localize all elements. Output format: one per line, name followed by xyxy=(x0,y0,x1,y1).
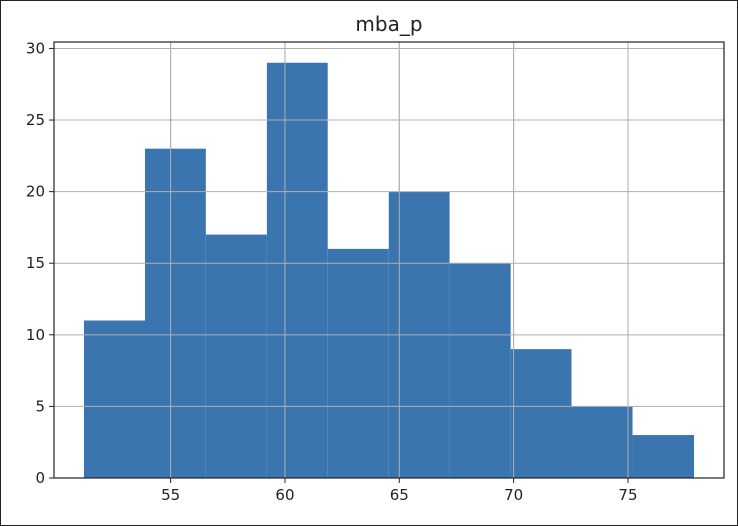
y-tick-label: 15 xyxy=(26,254,45,272)
plot-frame xyxy=(53,41,725,479)
y-axis-ticks: 0 5 10 15 20 25 30 xyxy=(26,39,54,487)
histogram-bar xyxy=(266,62,328,479)
y-tick-label: 0 xyxy=(35,469,45,487)
histogram-bars xyxy=(83,62,695,479)
histogram-bar xyxy=(632,435,695,478)
chart-title: mba_p xyxy=(355,12,422,36)
x-tick-label: 65 xyxy=(390,486,409,504)
y-tick-label: 10 xyxy=(26,326,45,344)
y-tick-label: 30 xyxy=(26,39,45,57)
histogram-bar xyxy=(327,248,389,478)
histogram-bar xyxy=(449,263,511,478)
y-tick-label: 20 xyxy=(26,183,45,201)
x-tick-label: 60 xyxy=(275,486,294,504)
x-tick-label: 75 xyxy=(618,486,637,504)
x-axis-ticks: 55 60 65 70 75 xyxy=(161,478,638,504)
histogram-bar xyxy=(145,148,206,479)
axes xyxy=(53,41,725,479)
y-tick-label: 25 xyxy=(26,111,45,129)
histogram-bar xyxy=(510,349,572,478)
y-tick-label: 5 xyxy=(35,397,45,415)
histogram-bar xyxy=(205,234,267,478)
x-tick-label: 70 xyxy=(504,486,523,504)
histogram-bar xyxy=(83,320,146,478)
histogram-bar xyxy=(571,406,633,478)
x-tick-label: 55 xyxy=(161,486,180,504)
